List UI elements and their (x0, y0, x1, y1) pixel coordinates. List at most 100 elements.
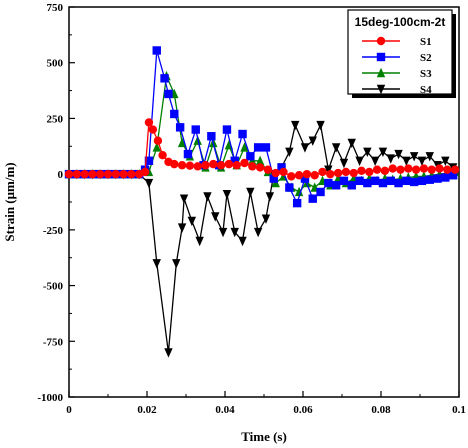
legend-items: S1 S2 S3 S4 (362, 36, 432, 96)
data-point (152, 259, 161, 269)
data-point (263, 165, 273, 174)
legend-marker (376, 84, 386, 95)
x-axis-title: Time (s) (241, 429, 287, 444)
data-point (357, 166, 366, 175)
data-point (144, 118, 154, 127)
data-point (152, 142, 161, 152)
data-point (253, 143, 263, 152)
series-layer (64, 46, 460, 358)
x-tick-label: 0.1 (452, 404, 466, 416)
legend-label: S3 (420, 68, 432, 80)
data-point (172, 259, 181, 269)
data-point (396, 165, 405, 174)
data-point (339, 158, 349, 169)
legend-title: 15deg-100cm-2t (355, 15, 446, 29)
data-point (64, 169, 74, 179)
data-point (402, 176, 411, 186)
data-point (72, 169, 82, 179)
data-point (222, 125, 232, 134)
y-axis-title: Strain (μm/m) (2, 162, 17, 241)
data-point (261, 143, 271, 152)
data-point (388, 164, 397, 173)
data-point (164, 89, 173, 99)
data-point (324, 178, 333, 188)
data-point (378, 178, 388, 188)
data-point (218, 227, 228, 238)
data-point (386, 154, 395, 164)
data-point (363, 147, 372, 158)
data-point (441, 156, 450, 166)
data-point (127, 169, 136, 179)
data-point (253, 227, 263, 238)
data-point (246, 187, 255, 198)
data-point (240, 158, 249, 168)
data-point (201, 161, 210, 170)
data-point (333, 168, 343, 178)
data-point (378, 147, 388, 158)
data-point (370, 176, 380, 186)
data-point (148, 125, 158, 134)
data-point (308, 194, 317, 203)
data-point (355, 176, 364, 186)
data-point (152, 46, 161, 55)
data-point (411, 165, 421, 174)
data-point (324, 165, 333, 175)
legend-marker (376, 52, 386, 62)
axis-ticks: 0 0.02 0.04 0.06 0.08 0.1 -1000 -750 -500 -250 0 25… (37, 2, 466, 416)
data-point (372, 165, 382, 174)
data-point (394, 178, 403, 188)
data-point (261, 214, 271, 224)
data-point (111, 169, 121, 179)
data-point (370, 156, 380, 166)
data-point (291, 120, 300, 131)
data-point (287, 172, 296, 181)
data-point (175, 123, 185, 132)
data-point (279, 167, 288, 177)
data-point (417, 176, 427, 186)
data-point (365, 167, 374, 177)
data-point (269, 174, 278, 183)
data-point (316, 187, 325, 197)
y-tick-label: 0 (58, 169, 64, 181)
data-point (448, 171, 458, 180)
data-point (450, 165, 460, 174)
x-tick-label: 0 (66, 404, 72, 416)
data-point (294, 186, 304, 197)
y-tick-label: -1000 (37, 392, 63, 404)
data-point (331, 181, 341, 190)
data-point (409, 177, 419, 187)
data-point (232, 161, 241, 170)
x-tick-label: 0.06 (293, 404, 313, 416)
data-point (380, 166, 390, 175)
data-point (255, 155, 265, 165)
data-point (404, 164, 413, 173)
legend: 15deg-100cm-2t S1 S2 S3 S4 (347, 9, 456, 98)
data-point (419, 164, 429, 173)
data-point (435, 164, 444, 173)
legend-label: S2 (420, 52, 432, 64)
data-point (203, 192, 212, 202)
data-point (153, 136, 163, 145)
data-point (88, 169, 97, 179)
data-point (285, 183, 294, 192)
data-point (177, 137, 187, 148)
legend-box (347, 9, 453, 95)
data-point (255, 163, 265, 172)
data-point (394, 149, 403, 160)
data-point (265, 192, 275, 202)
data-point (318, 167, 327, 177)
data-point (300, 174, 310, 183)
data-point (425, 175, 434, 184)
data-point (158, 151, 167, 160)
data-point (191, 125, 200, 134)
data-point (177, 223, 187, 233)
data-point (185, 161, 195, 170)
legend-marker (376, 36, 386, 46)
data-point (425, 152, 434, 162)
data-point (222, 190, 232, 200)
data-point (179, 194, 189, 204)
y-tick-label: -750 (43, 336, 64, 348)
data-point (207, 132, 216, 141)
data-point (238, 236, 247, 247)
data-point (441, 173, 450, 182)
